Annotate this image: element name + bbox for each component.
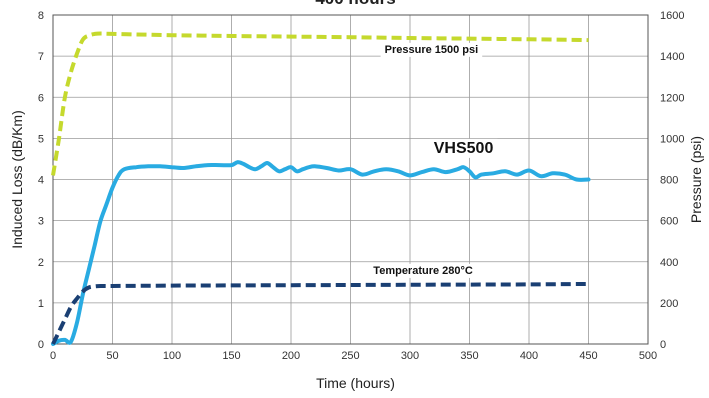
annotation-text: Pressure 1500 psi (385, 44, 479, 56)
x-tick-label-1: 50 (106, 350, 118, 362)
right-axis-label: Pressure (psi) (688, 136, 704, 223)
left-tick-label-5: 5 (38, 133, 44, 145)
right-tick-label-8: 1600 (660, 10, 684, 22)
series-layer (51, 31, 591, 346)
right-axis-ticks: 0 200 400 600 800 1000 1200 1400 1600 (660, 10, 684, 351)
x-tick-label-2: 100 (163, 350, 181, 362)
left-axis-ticks: 0 1 2 3 4 5 6 7 8 (38, 10, 44, 351)
annotation-text: VHS500 (434, 140, 494, 157)
x-tick-label-6: 300 (401, 350, 419, 362)
annotations-layer: Pressure 1500 psi VHS500 Temperature 280°C (369, 42, 498, 278)
annotation-pressure-1500-psi: Pressure 1500 psi (380, 42, 483, 57)
chart-title: 400 hours (315, 0, 395, 8)
series-line-vhs500 (51, 160, 591, 346)
left-tick-label-7: 7 (38, 51, 44, 63)
left-tick-label-6: 6 (38, 92, 44, 104)
x-tick-label-10: 500 (639, 350, 657, 362)
right-tick-label-4: 800 (660, 175, 678, 187)
x-axis-label: Time (hours) (316, 375, 395, 391)
right-tick-label-0: 0 (660, 339, 666, 351)
annotation-bg (380, 42, 483, 57)
left-tick-label-0: 0 (38, 339, 44, 351)
right-tick-label-7: 1400 (660, 51, 684, 63)
x-tick-label-5: 250 (341, 350, 359, 362)
series-line-temperature-280-c (51, 282, 589, 345)
annotation-bg (429, 138, 498, 158)
x-tick-label-7: 350 (460, 350, 478, 362)
grid (52, 14, 649, 345)
series-line-pressure-1500-psi (51, 31, 589, 176)
left-tick-label-4: 4 (38, 175, 44, 187)
x-tick-label-9: 450 (579, 350, 597, 362)
left-tick-label-3: 3 (38, 216, 44, 228)
annotation-text: Temperature 280°C (373, 265, 473, 277)
annotation-bg (369, 263, 477, 278)
x-axis-ticks: 0 50 100 150 200 250 300 350 400 450 500 (50, 350, 657, 362)
left-axis-label: Induced Loss (dB/Km) (9, 110, 25, 249)
right-tick-label-1: 200 (660, 298, 678, 310)
annotation-vhs500: VHS500 (429, 138, 498, 158)
right-tick-label-2: 400 (660, 257, 678, 269)
annotation-temperature-280-c: Temperature 280°C (369, 263, 477, 278)
right-tick-label-5: 1000 (660, 133, 684, 145)
x-tick-label-3: 150 (222, 350, 240, 362)
left-tick-label-1: 1 (38, 298, 44, 310)
right-tick-label-6: 1200 (660, 92, 684, 104)
x-tick-label-0: 0 (50, 350, 56, 362)
left-tick-label-8: 8 (38, 10, 44, 22)
x-tick-label-8: 400 (520, 350, 538, 362)
right-tick-label-3: 600 (660, 216, 678, 228)
plot-frame (52, 14, 649, 345)
x-tick-label-4: 200 (282, 350, 300, 362)
left-tick-label-2: 2 (38, 257, 44, 269)
